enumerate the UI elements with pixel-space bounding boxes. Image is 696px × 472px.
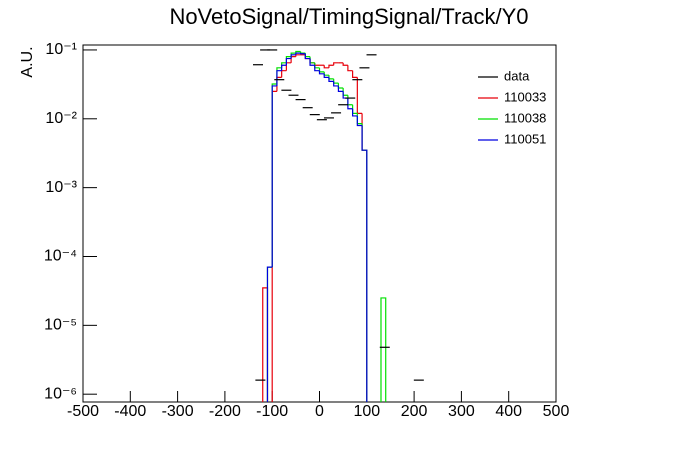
histogram-bin — [347, 65, 353, 72]
histogram-bin — [356, 113, 363, 125]
x-tick-label: 500 — [543, 403, 570, 420]
histogram-bin — [262, 287, 269, 402]
histogram-bin — [356, 115, 363, 127]
x-tick-label: -200 — [209, 403, 241, 420]
histogram-bin — [314, 62, 320, 66]
legend-label: data — [504, 68, 530, 83]
histogram-bin — [295, 52, 301, 55]
y-tick-label: 10⁻¹ — [45, 41, 77, 58]
histogram-bin — [328, 77, 334, 82]
histogram-bin — [328, 64, 334, 68]
histogram-bin — [271, 85, 277, 268]
y-axis-label: A.U. — [19, 46, 36, 77]
histogram-bin — [347, 98, 353, 110]
histogram-bin — [314, 65, 320, 72]
histogram-bin — [361, 113, 368, 402]
x-tick-label: 0 — [315, 403, 324, 420]
histogram-bin — [299, 51, 306, 54]
histogram-bin — [342, 62, 348, 66]
y-tick-label: 10⁻⁴ — [44, 248, 77, 265]
y-tick-label: 10⁻⁶ — [44, 385, 77, 402]
histogram-bin — [333, 78, 339, 84]
x-tick-label: 300 — [448, 403, 475, 420]
histogram-bin — [333, 62, 339, 66]
histogram-bin — [304, 53, 311, 60]
histogram-bin — [318, 70, 325, 75]
histogram-bin — [309, 58, 315, 64]
histogram-bin — [285, 56, 292, 63]
histogram-bin — [281, 70, 287, 78]
histogram-bin — [352, 70, 358, 78]
histogram-bin — [352, 108, 358, 117]
histogram-bin — [295, 54, 301, 57]
histogram-bin — [271, 90, 277, 402]
histogram-bin — [271, 83, 277, 268]
histogram-bin — [281, 64, 287, 71]
x-tick-label: -300 — [162, 403, 194, 420]
histogram-bin — [342, 88, 348, 96]
x-tick-label: -100 — [256, 403, 288, 420]
x-tick-label: -400 — [114, 403, 146, 420]
histogram-bin — [285, 62, 292, 71]
x-tick-label: 100 — [353, 403, 380, 420]
legend-label: 110038 — [504, 110, 546, 125]
histogram-bin — [337, 83, 344, 89]
histogram-bin — [361, 123, 368, 402]
histogram-bin — [361, 125, 368, 402]
histogram-bin — [290, 54, 296, 59]
y-tick-label: 10⁻⁵ — [44, 317, 77, 334]
y-tick-label: 10⁻³ — [45, 179, 77, 196]
histogram-bin — [290, 56, 296, 63]
histogram-bin — [347, 95, 353, 106]
histogram-bin — [352, 104, 358, 114]
histogram-bin — [323, 65, 329, 69]
histogram-bin — [380, 297, 387, 402]
histogram-bin — [328, 75, 334, 80]
chart-title: NoVetoSignal/TimingSignal/Track/Y0 — [169, 4, 528, 29]
histogram-bin — [266, 266, 273, 402]
histogram-bin — [333, 81, 339, 87]
histogram-bin — [285, 57, 292, 66]
histogram-bin — [309, 58, 315, 66]
legend-label: 110033 — [504, 89, 546, 104]
histogram-bin — [304, 53, 311, 58]
histogram-bin — [276, 70, 282, 86]
histogram-bin — [318, 67, 325, 73]
histogram-bin — [266, 266, 273, 402]
x-tick-label: 200 — [401, 403, 428, 420]
histogram-bin — [323, 71, 329, 76]
histogram-bin — [356, 77, 363, 114]
y-tick-label: 10⁻² — [45, 110, 77, 127]
histogram-bin — [323, 73, 329, 78]
x-tick-label: 400 — [495, 403, 522, 420]
histogram-bin — [337, 85, 344, 92]
x-tick-label: -500 — [67, 403, 99, 420]
histogram-bin — [299, 53, 306, 55]
legend-label: 110051 — [504, 131, 546, 146]
histogram-bin — [309, 56, 315, 64]
